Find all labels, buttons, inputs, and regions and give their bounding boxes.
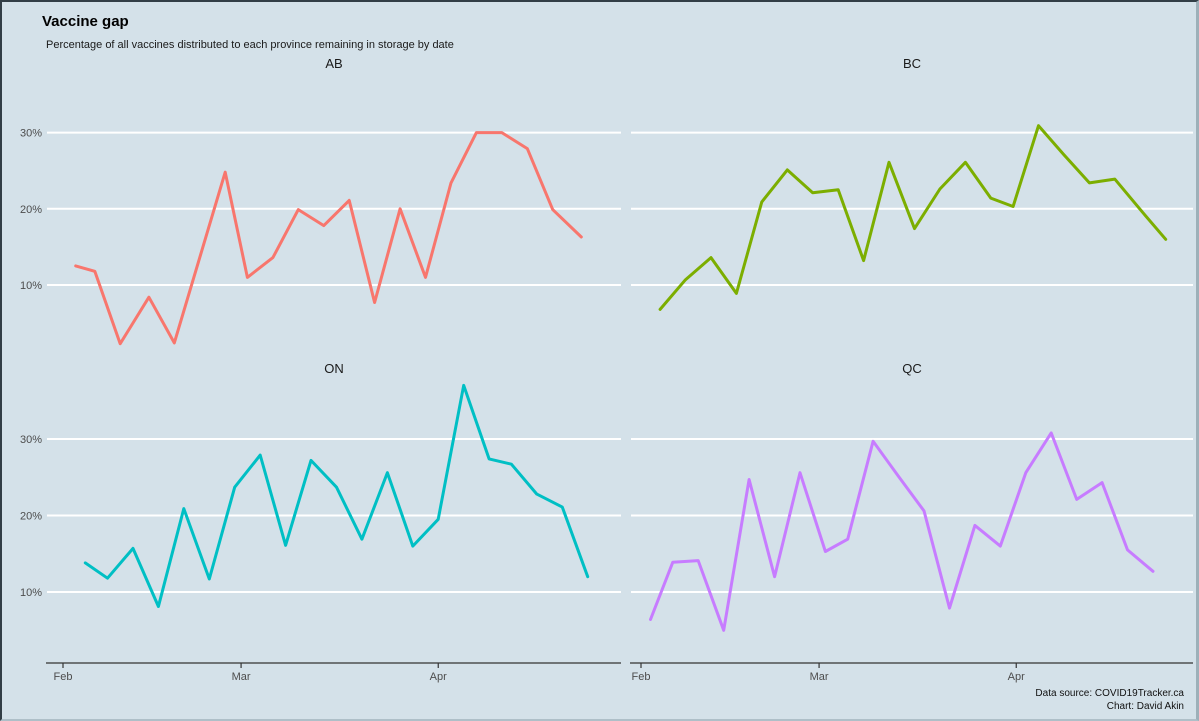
x-tick-label: Apr — [1008, 671, 1025, 683]
y-tick-label: 10% — [20, 587, 42, 599]
facet-title-QC: QC — [902, 361, 922, 376]
caption-credit: Chart: David Akin — [1106, 700, 1184, 712]
facet-title-ON: ON — [324, 361, 344, 376]
x-tick-label: Feb — [54, 671, 73, 683]
y-tick-label: 10% — [20, 280, 42, 292]
series-line-BC — [658, 124, 1168, 311]
chart-subtitle: Percentage of all vaccines distributed t… — [46, 39, 454, 51]
caption-data-source: Data source: COVID19Tracker.ca — [1035, 688, 1184, 699]
facet-title-BC: BC — [903, 56, 921, 71]
y-tick-label: 20% — [20, 204, 42, 216]
series-line-AB — [74, 131, 583, 346]
chart-caption: Data source: COVID19Tracker.ca Chart: Da… — [1035, 688, 1184, 713]
y-tick-label: 20% — [20, 511, 42, 523]
series-line-ON — [83, 383, 590, 608]
x-tick-label: Apr — [430, 671, 447, 683]
y-tick-label: 30% — [20, 434, 42, 446]
series-line-QC — [649, 431, 1155, 632]
x-tick-label: Mar — [810, 671, 829, 683]
chart-title: Vaccine gap — [42, 13, 129, 30]
x-tick-label: Mar — [232, 671, 251, 683]
x-tick-label: Feb — [632, 671, 651, 683]
y-tick-label: 30% — [20, 128, 42, 140]
facet-title-AB: AB — [325, 56, 342, 71]
